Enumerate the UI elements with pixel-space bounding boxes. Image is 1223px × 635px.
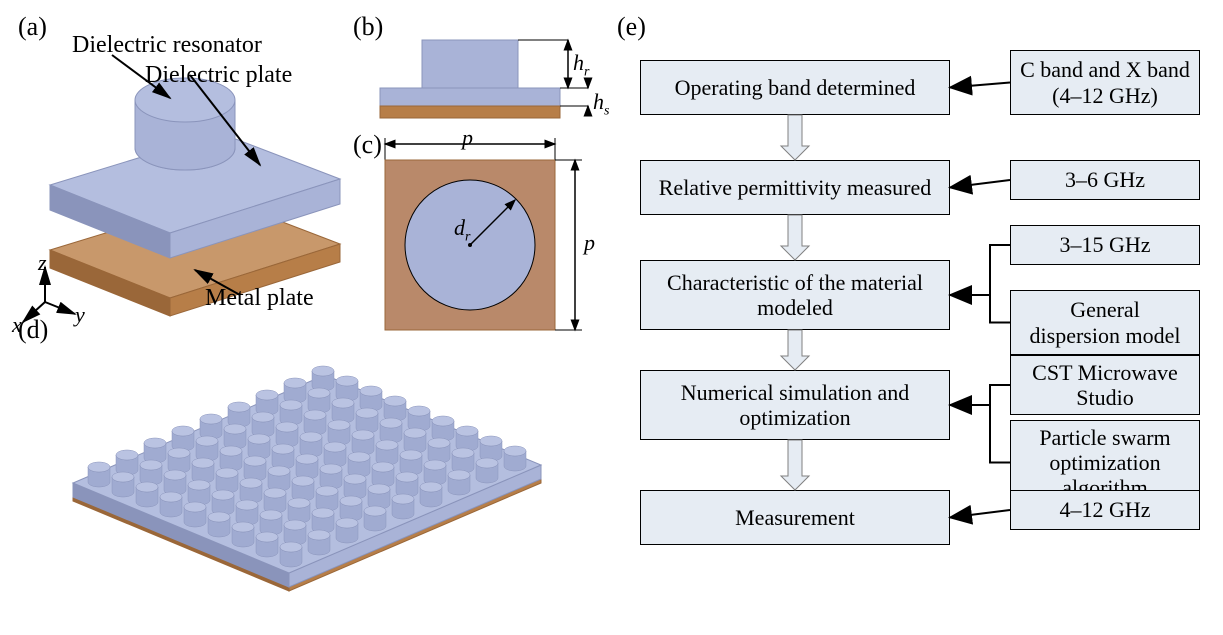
flow-step-2: Characteristic of the materialmodeled (640, 260, 950, 330)
flow-side-1: 3–6 GHz (1010, 160, 1200, 200)
panel-b-svg (370, 18, 600, 128)
flow-step-3: Numerical simulation andoptimization (640, 370, 950, 440)
panel-d-svg (45, 335, 605, 635)
callout-metal: Metal plate (205, 285, 314, 312)
axis-x: x (12, 312, 22, 338)
label-e: (e) (617, 12, 646, 42)
dim-p-top: p (462, 125, 473, 151)
flow-side-4: CST MicrowaveStudio (1010, 355, 1200, 415)
flow-side-6: 4–12 GHz (1010, 490, 1200, 530)
flow-step-0: Operating band determined (640, 60, 950, 115)
flow-step-1: Relative permittivity measured (640, 160, 950, 215)
flow-side-0: C band and X band(4–12 GHz) (1010, 50, 1200, 115)
callout-resonator: Dielectric resonator (72, 32, 262, 59)
callout-plate: Dielectric plate (145, 62, 292, 89)
dim-dr: dr (454, 215, 470, 245)
flow-step-4: Measurement (640, 490, 950, 545)
dim-p-right: p (584, 230, 595, 256)
axis-y: y (75, 302, 85, 328)
dim-hr: hr (573, 50, 589, 80)
flow-side-3: Generaldispersion model (1010, 290, 1200, 355)
axis-z: z (38, 250, 47, 276)
panel-c-svg (370, 130, 600, 350)
dim-hs: hs (593, 89, 609, 119)
flow-side-2: 3–15 GHz (1010, 225, 1200, 265)
